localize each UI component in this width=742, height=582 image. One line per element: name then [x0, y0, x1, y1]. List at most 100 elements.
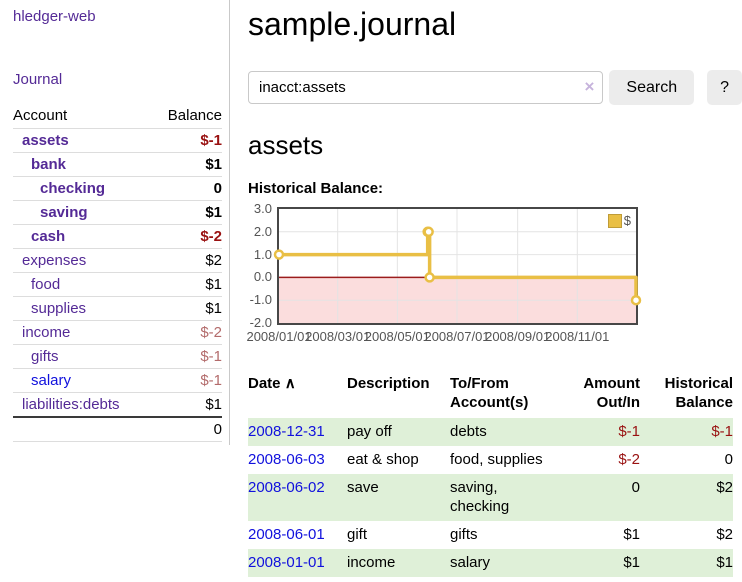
transaction-date-link[interactable]: 2008-12-31: [248, 423, 325, 440]
sidebar: hledger-web Journal Account Balance asse…: [0, 0, 230, 445]
search-box: ×: [248, 71, 604, 104]
transaction-description: gift: [347, 526, 368, 543]
account-row: gifts $-1: [13, 344, 222, 369]
transaction-description: income: [347, 549, 450, 577]
account-row: bank $1: [13, 152, 222, 177]
account-link[interactable]: checking: [40, 180, 106, 197]
transaction-balance: $2: [716, 526, 733, 543]
accounts-total-spacer: [13, 416, 152, 442]
y-axis-tick-label: -2.0: [249, 315, 272, 330]
main-content: sample.journal × Search ? assets Histori…: [246, 0, 742, 577]
account-name-cell: salary: [13, 368, 152, 393]
brand-link[interactable]: hledger-web: [13, 8, 96, 25]
x-axis-tick-label: 2008/05/01: [364, 329, 430, 344]
transaction-amount: $-1: [568, 418, 640, 446]
help-button[interactable]: ?: [707, 70, 742, 105]
accounts-total-value: 0: [151, 416, 222, 442]
account-balance: 0: [151, 176, 222, 201]
account-balance: $-2: [151, 224, 222, 249]
sort-ascending-icon: ∧: [284, 375, 296, 392]
accounts-table-body: assets $-1 bank $1 checking 0 saving $1 cash $-2 e…: [13, 128, 222, 418]
register-column-date: Date ∧: [248, 375, 296, 392]
register-column-accounts: To/From Account(s): [450, 375, 529, 411]
register-column-description: Description: [347, 375, 430, 392]
account-link[interactable]: liabilities:debts: [22, 396, 120, 413]
account-name-cell: checking: [13, 176, 152, 201]
x-axis-tick-label: 2008/03/01: [305, 329, 371, 344]
transaction-balance: 0: [724, 451, 733, 468]
y-axis-tick-label: 3.0: [253, 201, 272, 216]
account-row: supplies $1: [13, 296, 222, 321]
transaction-accounts: salary: [450, 549, 568, 577]
clear-search-icon[interactable]: ×: [584, 77, 595, 96]
search-button[interactable]: Search: [609, 70, 695, 105]
page-title: sample.journal: [248, 6, 457, 42]
sidebar-item-journal[interactable]: Journal: [13, 71, 63, 88]
balance-chart: $ 3.0 2.0 1.0 0.0 -1.0 -2.0 2008/01/01 2008/03/…: [246, 201, 642, 347]
y-axis-tick-label: 0.0: [253, 269, 272, 285]
transaction-date-cell: 2008-01-01: [248, 549, 347, 577]
chart-canvas: [273, 209, 642, 323]
transaction-date-link[interactable]: 2008-06-02: [248, 479, 325, 496]
legend-swatch-icon: [607, 213, 622, 228]
transaction-amount: 0: [568, 474, 640, 521]
transaction-row: 2008-06-03 eat & shop food, supplies $-2 0: [248, 446, 733, 474]
accounts-column-balance: Balance: [151, 104, 222, 129]
accounts-column-account: Account: [13, 104, 152, 129]
transaction-date-link[interactable]: 2008-06-01: [248, 526, 325, 543]
account-row: cash $-2: [13, 224, 222, 249]
x-axis-tick-label: 2008/09/01: [485, 329, 551, 344]
transaction-date-cell: 2008-12-31: [248, 418, 347, 446]
x-axis-tick-label: 2008/01/01: [246, 329, 312, 344]
transaction-date-link[interactable]: 2008-06-03: [248, 451, 325, 468]
account-name-cell: supplies: [13, 296, 152, 321]
transaction-accounts: food, supplies: [450, 451, 543, 468]
account-name-cell: saving: [13, 200, 152, 225]
transaction-balance: $2: [640, 474, 733, 521]
transaction-balance: $1: [640, 549, 733, 577]
account-balance: $1: [205, 396, 222, 413]
account-balance: $1: [151, 200, 222, 225]
account-balance: $-1: [151, 368, 222, 393]
transaction-date-link[interactable]: 2008-01-01: [248, 554, 325, 571]
account-balance: $1: [151, 272, 222, 297]
account-name-cell: liabilities:debts: [13, 393, 152, 418]
account-name-cell: income: [13, 320, 152, 345]
account-balance: $-2: [151, 320, 222, 345]
account-link[interactable]: income: [22, 324, 71, 341]
register-column-amount: Amount Out/In: [583, 375, 640, 411]
search-input[interactable]: [248, 71, 604, 104]
transaction-balance: $-1: [640, 418, 733, 446]
account-row: checking 0: [13, 176, 222, 201]
account-link[interactable]: gifts: [31, 348, 59, 365]
chart-plot-area[interactable]: $: [273, 207, 642, 325]
account-row: saving $1: [13, 200, 222, 225]
account-link[interactable]: salary: [31, 372, 72, 389]
transaction-description: eat & shop: [347, 451, 419, 468]
account-row: food $1: [13, 272, 222, 297]
account-link[interactable]: food: [31, 276, 61, 293]
account-link[interactable]: assets: [22, 132, 69, 149]
account-name-cell: cash: [13, 224, 152, 249]
accounts-table-header-row: Account Balance: [13, 104, 222, 129]
x-axis-tick-label: 2008/07/01: [424, 329, 490, 344]
transaction-amount: $1: [623, 526, 640, 543]
account-link[interactable]: saving: [40, 204, 88, 221]
account-name-cell: bank: [13, 152, 152, 177]
account-link[interactable]: cash: [31, 228, 66, 245]
account-name-cell: assets: [13, 128, 152, 153]
transaction-date-cell: 2008-06-01: [248, 521, 347, 549]
account-link[interactable]: supplies: [31, 300, 87, 317]
register-header-row: Date ∧ Description To/From Account(s) Am…: [248, 371, 733, 418]
account-row: assets $-1: [13, 128, 222, 153]
account-name-cell: food: [13, 272, 152, 297]
accounts-total-row: 0: [13, 416, 222, 442]
y-axis-tick-label: 1.0: [253, 246, 272, 262]
account-link[interactable]: expenses: [22, 252, 87, 269]
account-balance: $2: [151, 248, 222, 273]
transaction-row: 2008-01-01 income salary $1 $1: [248, 549, 733, 577]
register-column-balance: Historical Balance: [664, 375, 733, 411]
y-axis-tick-label: 2.0: [253, 223, 272, 239]
y-axis-tick-label: -1.0: [249, 292, 272, 308]
account-link[interactable]: bank: [31, 156, 67, 173]
